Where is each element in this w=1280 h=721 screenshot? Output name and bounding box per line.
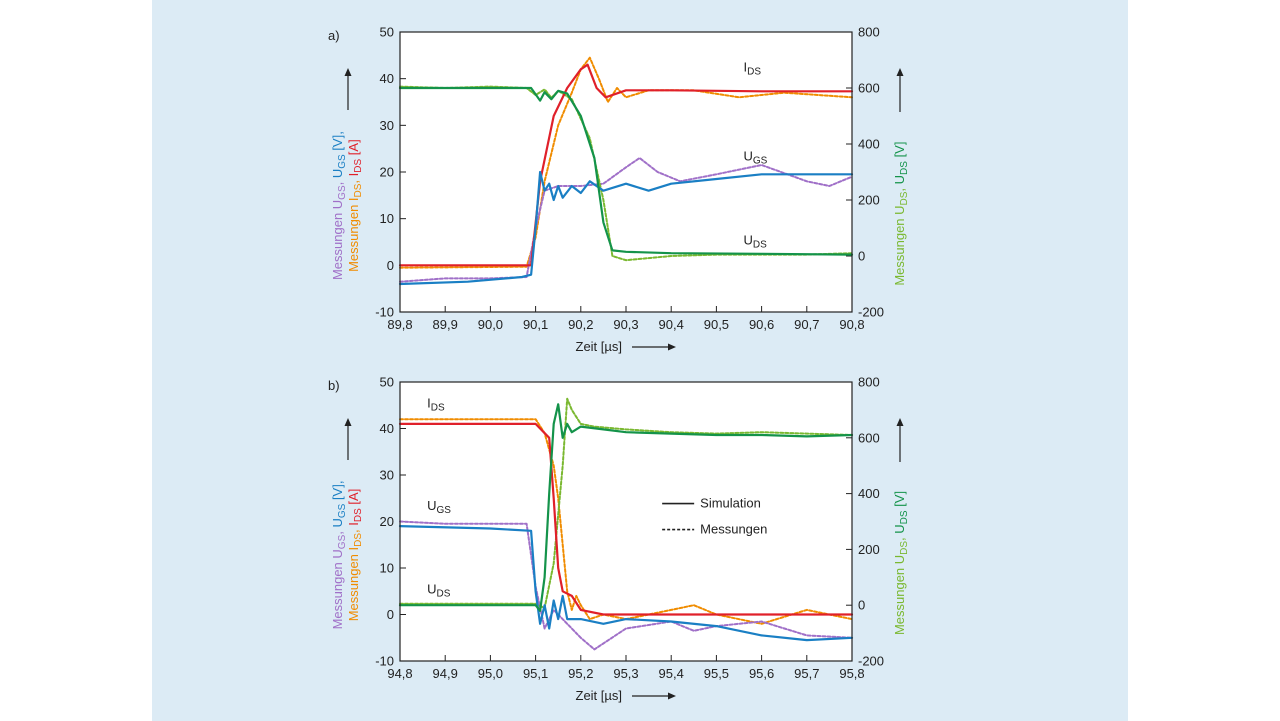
series-ugs-sim xyxy=(398,525,854,642)
x-tick-label: 95,3 xyxy=(613,666,638,681)
y-right-axis-label: Messungen UDS, UDS [V] xyxy=(892,491,910,635)
plot-frame xyxy=(399,31,853,313)
x-tick-label: 95,4 xyxy=(659,666,684,681)
y-right-tick-label: 200 xyxy=(858,193,880,208)
legend-label: Messungen xyxy=(700,522,767,537)
series-annotation: IDS xyxy=(427,396,445,414)
y-left-tick-label: 30 xyxy=(380,468,394,483)
y-left-tick-label: 40 xyxy=(380,421,394,436)
x-tick-label: 89,8 xyxy=(387,317,412,332)
y-right-tick-label: 800 xyxy=(858,25,880,40)
x-tick-label: 95,6 xyxy=(749,666,774,681)
y-left-tick-label: -10 xyxy=(375,305,394,320)
x-axis-arrowhead xyxy=(668,692,676,700)
y-left-tick-label: 20 xyxy=(380,165,394,180)
y-right-tick-label: 600 xyxy=(858,81,880,96)
x-tick-label: 89,9 xyxy=(433,317,458,332)
series-annotation: UGS xyxy=(744,148,768,166)
y-left-tick-label: 10 xyxy=(380,561,394,576)
y-left-tick-label: -10 xyxy=(375,654,394,669)
x-axis-label: Zeit [µs] xyxy=(576,688,623,703)
y-right-tick-label: 400 xyxy=(858,486,880,501)
x-tick-label: 90,4 xyxy=(659,317,684,332)
y-right-tick-label: -200 xyxy=(858,305,884,320)
y-right-axis-label: Messungen UDS, UDS [V] xyxy=(892,142,910,286)
x-tick-label: 95,0 xyxy=(478,666,503,681)
x-tick-label: 94,9 xyxy=(433,666,458,681)
x-tick-label: 95,2 xyxy=(568,666,593,681)
plot-frame xyxy=(399,381,853,662)
y-left-tick-label: 0 xyxy=(387,607,394,622)
y-left-tick-label: 0 xyxy=(387,258,394,273)
figure-panel: a) 89,8 89,9 90,0 90,1 90,2 90,3 90,4 90,5 90,6 90… xyxy=(152,0,1128,721)
y-right-tick-label: 400 xyxy=(858,137,880,152)
y-left-axis-arrowhead xyxy=(344,68,352,76)
y-right-tick-label: 200 xyxy=(858,542,880,557)
series-ids-mess xyxy=(399,418,853,625)
panel-label: a) xyxy=(328,28,340,43)
x-tick-label: 90,2 xyxy=(568,317,593,332)
series-annotation: UDS xyxy=(744,232,768,250)
x-axis-label: Zeit [µs] xyxy=(576,339,623,354)
y-right-tick-label: -200 xyxy=(858,654,884,669)
x-axis-arrowhead xyxy=(668,343,676,351)
x-tick-label: 90,0 xyxy=(478,317,503,332)
series-uds-sim xyxy=(398,403,854,612)
y-left-tick-label: 20 xyxy=(380,514,394,529)
y-left-axis-label-line1: Messungen UGS, UGS [V], xyxy=(330,481,348,630)
chart-a: a) 89,8 89,9 90,0 90,1 90,2 90,3 90,4 90,5 90,6 90… xyxy=(328,25,910,355)
y-left-axis-label-line2: Messungen IDS, IDS [A] xyxy=(346,139,364,272)
y-right-axis-arrowhead xyxy=(896,418,904,426)
x-tick-label: 90,7 xyxy=(794,317,819,332)
y-left-axis-label-line1: Messungen UGS, UGS [V], xyxy=(330,131,348,280)
y-right-tick-label: 800 xyxy=(858,375,880,390)
panel-label: b) xyxy=(328,378,340,393)
legend-label: Simulation xyxy=(700,496,761,511)
y-left-tick-label: 50 xyxy=(380,25,394,40)
y-left-axis-arrowhead xyxy=(344,418,352,426)
y-right-tick-label: 0 xyxy=(858,249,865,264)
x-tick-label: 95,7 xyxy=(794,666,819,681)
y-right-axis-arrowhead xyxy=(896,68,904,76)
series-ids-sim xyxy=(398,422,854,616)
y-right-tick-label: 600 xyxy=(858,430,880,445)
series-ugs-mess xyxy=(399,520,853,651)
y-left-axis-label-line2: Messungen IDS, IDS [A] xyxy=(346,489,364,622)
y-right-tick-label: 0 xyxy=(858,598,865,613)
x-tick-label: 90,8 xyxy=(839,317,864,332)
series-annotation: UDS xyxy=(427,582,451,600)
x-tick-label: 95,8 xyxy=(839,666,864,681)
chart-b: b) 94,8 94,9 95,0 95,1 95,2 95,3 95,4 95,5 95,6 95… xyxy=(328,375,910,704)
plot-area xyxy=(400,32,852,312)
series-uds-sim xyxy=(398,86,854,256)
series-annotation: UGS xyxy=(427,498,451,516)
x-tick-label: 90,3 xyxy=(613,317,638,332)
figure: a) 89,8 89,9 90,0 90,1 90,2 90,3 90,4 90,5 90,6 90… xyxy=(328,25,910,704)
x-tick-label: 90,6 xyxy=(749,317,774,332)
x-tick-label: 95,5 xyxy=(704,666,729,681)
x-tick-label: 94,8 xyxy=(387,666,412,681)
y-left-tick-label: 40 xyxy=(380,71,394,86)
y-left-tick-label: 10 xyxy=(380,211,394,226)
x-tick-label: 90,5 xyxy=(704,317,729,332)
x-tick-label: 95,1 xyxy=(523,666,548,681)
y-left-tick-label: 30 xyxy=(380,118,394,133)
series-annotation: IDS xyxy=(744,60,762,78)
x-tick-label: 90,1 xyxy=(523,317,548,332)
y-left-tick-label: 50 xyxy=(380,375,394,390)
series-ugs-sim xyxy=(398,170,854,286)
